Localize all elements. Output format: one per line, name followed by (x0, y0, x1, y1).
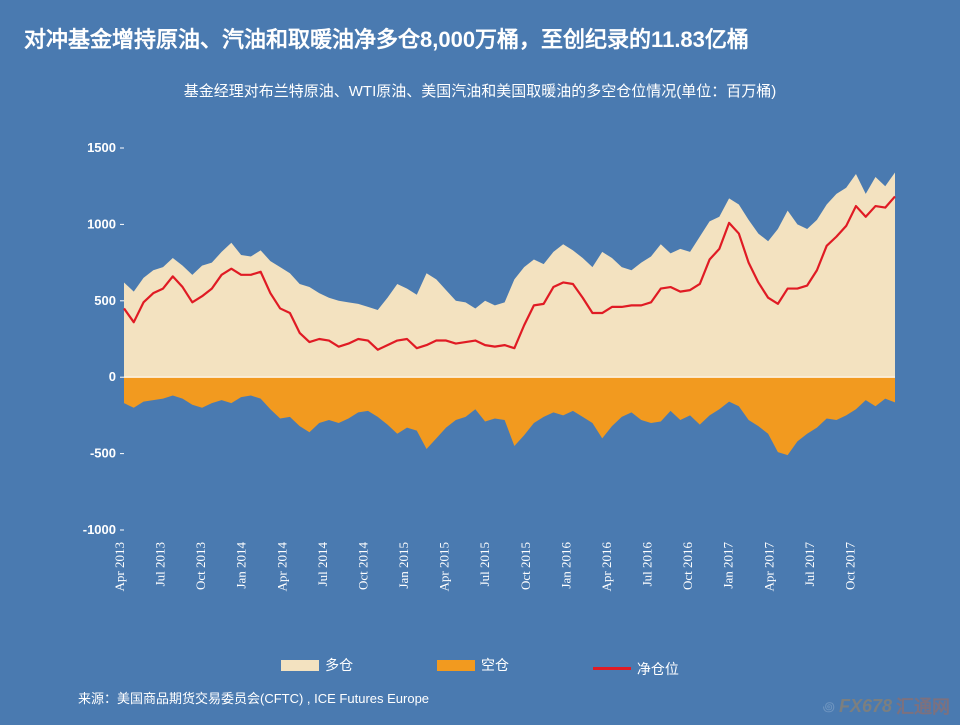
svg-text:-500: -500 (90, 446, 116, 461)
svg-text:Oct 2015: Oct 2015 (518, 542, 533, 590)
svg-text:Apr 2017: Apr 2017 (761, 542, 776, 592)
svg-text:Apr 2014: Apr 2014 (274, 542, 289, 592)
legend-long: 多仓 (281, 655, 353, 675)
svg-text:500: 500 (94, 293, 116, 308)
swatch-net (593, 667, 631, 670)
svg-text:Jul 2013: Jul 2013 (153, 542, 168, 586)
svg-text:Jan 2015: Jan 2015 (396, 542, 411, 589)
legend-short: 空仓 (437, 655, 509, 675)
watermark-fx: FX678 (839, 696, 892, 717)
svg-text:Jul 2015: Jul 2015 (477, 542, 492, 586)
chart-legend: 多仓 空仓 净仓位 (0, 655, 960, 679)
legend-long-label: 多仓 (325, 655, 353, 675)
source-label: 来源：美国商品期货交易委员会(CFTC) , ICE Futures Europ… (78, 688, 429, 707)
legend-net-label: 净仓位 (637, 659, 679, 679)
svg-text:Apr 2015: Apr 2015 (437, 542, 452, 591)
svg-text:1000: 1000 (87, 216, 116, 231)
chart-subtitle: 基金经理对布兰特原油、WTI原油、美国汽油和美国取暖油的多空仓位情况(单位：百万… (0, 62, 960, 107)
svg-text:Jan 2014: Jan 2014 (234, 542, 249, 589)
svg-text:Apr 2016: Apr 2016 (599, 542, 614, 592)
svg-text:Oct 2014: Oct 2014 (355, 542, 370, 591)
svg-text:Apr 2013: Apr 2013 (112, 542, 127, 591)
svg-text:Jul 2017: Jul 2017 (802, 542, 817, 587)
svg-text:Jul 2016: Jul 2016 (640, 542, 655, 587)
svg-text:1500: 1500 (87, 140, 116, 155)
svg-text:-1000: -1000 (83, 522, 116, 537)
page-title: 对冲基金增持原油、汽油和取暖油净多仓8,000万桶，至创纪录的11.83亿桶 (0, 0, 960, 62)
swatch-long (281, 660, 319, 671)
svg-text:Oct 2013: Oct 2013 (193, 542, 208, 590)
svg-text:Jul 2014: Jul 2014 (315, 542, 330, 587)
legend-short-label: 空仓 (481, 655, 509, 675)
svg-text:Oct 2017: Oct 2017 (842, 542, 857, 591)
watermark: ꩜ FX678 汇通网 (823, 693, 950, 719)
svg-text:Oct 2016: Oct 2016 (680, 542, 695, 591)
svg-text:Jan 2016: Jan 2016 (558, 542, 573, 589)
svg-text:Jan 2017: Jan 2017 (721, 542, 736, 589)
watermark-cn: 汇通网 (896, 693, 950, 719)
spiral-icon: ꩜ (823, 696, 835, 716)
legend-net: 净仓位 (593, 659, 679, 679)
swatch-short (437, 660, 475, 671)
positions-chart: -1000 -500 0 500 1000 1500 Apr 2013 Jul 2013 Oct… (80, 140, 900, 600)
svg-text:0: 0 (109, 369, 116, 384)
